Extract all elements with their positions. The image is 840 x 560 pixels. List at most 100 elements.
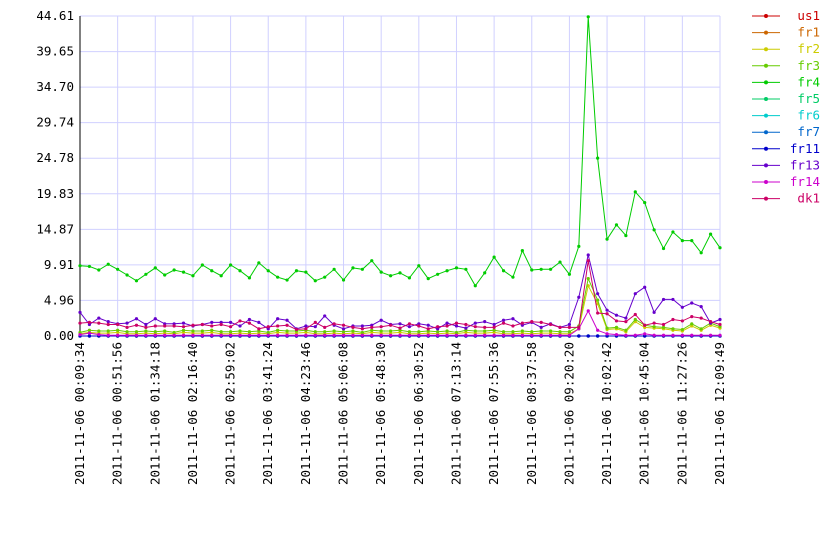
data-point (445, 321, 449, 325)
data-point (511, 317, 515, 321)
x-tick-label: 2011-11-06 03:41:24 (260, 342, 275, 485)
data-point (605, 332, 609, 336)
data-point (407, 333, 412, 337)
data-point (285, 333, 289, 337)
legend-swatch (764, 47, 768, 52)
legend-label: us1 (797, 8, 820, 23)
x-tick-label: 2011-11-06 11:27:26 (674, 342, 689, 485)
data-point (539, 329, 543, 333)
data-point (690, 315, 694, 319)
data-point (586, 253, 590, 257)
data-point (153, 324, 157, 328)
data-point (97, 332, 101, 337)
data-point (341, 330, 346, 334)
data-point (558, 330, 562, 334)
data-point (426, 277, 430, 281)
data-point (370, 333, 374, 337)
x-tick-label: 2011-11-06 01:34:18 (147, 342, 162, 485)
data-point (304, 324, 308, 328)
data-point (652, 228, 656, 232)
data-point (78, 332, 82, 337)
data-point (181, 325, 186, 329)
data-point (690, 333, 694, 337)
data-point (454, 333, 459, 337)
data-point (266, 333, 270, 337)
legend-label: fr6 (797, 108, 820, 123)
data-point (238, 324, 242, 328)
y-tick-label: 39.65 (36, 44, 74, 59)
data-point (304, 327, 308, 331)
y-tick-label: 14.87 (36, 221, 74, 236)
data-point (323, 275, 327, 279)
data-point (671, 230, 675, 234)
data-point (614, 319, 619, 323)
data-point (699, 304, 703, 309)
data-point (661, 325, 666, 329)
data-point (596, 156, 600, 160)
data-point (407, 330, 412, 334)
data-point (388, 333, 393, 337)
x-tick-label: 2011-11-06 02:16:40 (185, 342, 200, 485)
legend-label: fr1 (797, 25, 820, 40)
data-point (643, 200, 647, 205)
data-point (134, 317, 139, 321)
data-point (614, 332, 619, 337)
data-point (558, 333, 562, 337)
data-point (294, 327, 299, 332)
data-point (106, 329, 110, 333)
y-tick-label: 19.83 (36, 186, 74, 201)
data-point (596, 298, 600, 302)
data-point (436, 333, 440, 337)
data-point (106, 320, 110, 324)
data-point (210, 324, 214, 328)
data-point (153, 266, 157, 270)
data-point (567, 333, 572, 337)
data-point (125, 321, 129, 325)
data-point (483, 325, 487, 329)
data-point (652, 333, 656, 337)
data-point (407, 322, 412, 326)
x-tick-label: 2011-11-06 02:59:02 (223, 342, 238, 485)
data-point (708, 232, 713, 236)
data-point (228, 320, 233, 324)
data-point (577, 325, 581, 329)
data-point (652, 321, 656, 325)
data-point (511, 330, 515, 334)
y-tick-label: 24.78 (36, 150, 74, 165)
data-point (276, 333, 280, 337)
data-point (379, 329, 383, 333)
data-point (191, 274, 195, 278)
data-point (379, 318, 383, 322)
legend-swatch (764, 97, 768, 101)
legend-label: fr3 (797, 58, 820, 73)
data-point (257, 327, 261, 331)
data-point (228, 325, 233, 329)
y-tick-label: 9.91 (44, 257, 74, 272)
x-tick-label: 2011-11-06 07:55:36 (486, 342, 501, 485)
data-point (464, 322, 468, 327)
data-point (605, 312, 609, 316)
data-point (266, 330, 270, 335)
data-point (614, 325, 619, 329)
data-point (680, 319, 684, 323)
x-tick-label: 2011-11-06 10:02:42 (599, 342, 614, 485)
data-point (332, 333, 336, 337)
data-point (200, 263, 204, 267)
data-point (530, 333, 534, 337)
data-point (567, 330, 572, 334)
data-point (379, 333, 383, 337)
data-point (426, 333, 430, 337)
data-point (671, 317, 675, 322)
data-point (417, 333, 421, 337)
data-point (106, 262, 110, 266)
data-point (652, 325, 656, 329)
data-point (257, 261, 261, 265)
data-point (116, 267, 120, 271)
x-tick-label: 2011-11-06 08:37:58 (524, 342, 539, 485)
data-point (445, 269, 449, 273)
data-point (341, 333, 346, 337)
data-point (624, 320, 628, 324)
data-point (87, 328, 92, 332)
data-point (210, 269, 214, 273)
data-point (567, 325, 572, 329)
